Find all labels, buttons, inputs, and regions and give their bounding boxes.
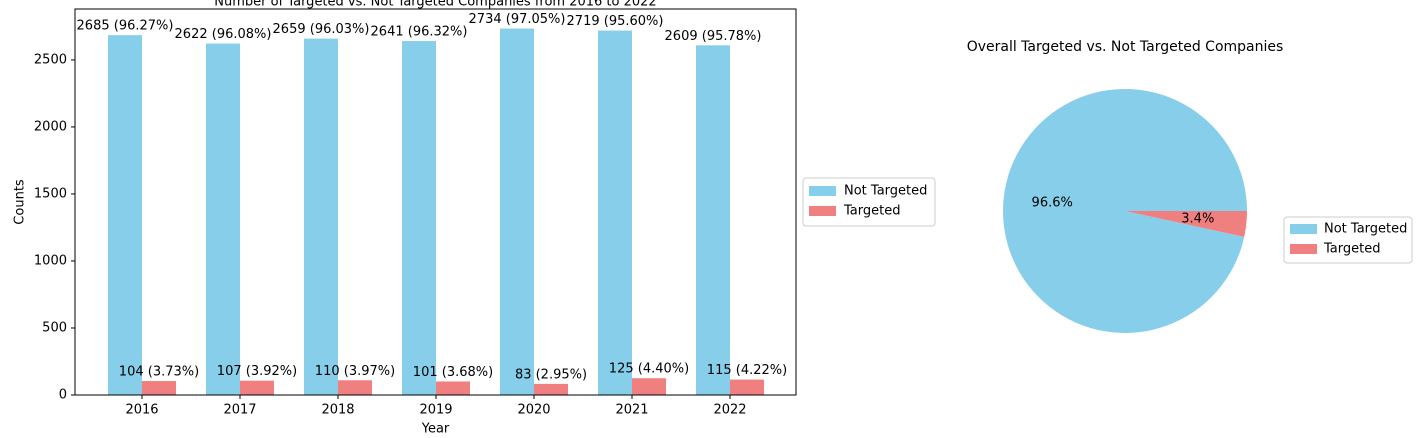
bar [632, 378, 666, 395]
data-label: 104 (3.73%) [119, 365, 199, 380]
axes-frame [74, 8, 797, 396]
slice-label: 3.4% [1181, 211, 1214, 226]
bar [598, 30, 632, 396]
legend-label: Not Targeted [844, 184, 927, 199]
legend-swatch [809, 206, 836, 216]
data-label: 101 (3.68%) [413, 365, 493, 380]
bar [142, 381, 176, 395]
legend-label: Not Targeted [1324, 222, 1407, 237]
x-tick-label: 2016 [125, 403, 158, 418]
data-label: 2719 (95.60%) [567, 14, 664, 29]
bar [500, 28, 534, 396]
legend-swatch [809, 186, 836, 196]
bar [534, 383, 568, 395]
legend-swatch [1290, 244, 1317, 254]
data-label: 107 (3.92%) [217, 364, 297, 379]
bar [240, 380, 274, 395]
x-tick-label: 2021 [615, 403, 648, 418]
y-axis-label: Counts [13, 179, 28, 225]
y-tick-label: 2000 [34, 119, 67, 134]
chart-title: Number of Targeted vs. Not Targeted Comp… [214, 0, 656, 10]
data-label: 2734 (97.05%) [469, 12, 566, 27]
bar [436, 381, 470, 395]
bar [338, 380, 372, 395]
pie-slice [1125, 211, 1247, 237]
bar [304, 38, 338, 395]
x-tick-label: 2018 [321, 403, 354, 418]
data-label: 83 (2.95%) [515, 367, 587, 382]
y-tick-label: 1000 [34, 253, 67, 268]
x-tick-label: 2017 [223, 403, 256, 418]
bar [696, 45, 730, 395]
bar [402, 41, 436, 395]
x-axis-label: Year [421, 422, 450, 437]
data-label: 2641 (96.32%) [371, 25, 468, 40]
data-label: 2622 (96.08%) [175, 27, 272, 42]
legend-label: Targeted [843, 204, 900, 219]
slice-label: 96.6% [1032, 196, 1073, 211]
x-tick-label: 2022 [713, 403, 746, 418]
data-label: 2659 (96.03%) [273, 22, 370, 37]
data-label: 115 (4.22%) [707, 363, 787, 378]
x-tick-label: 2020 [517, 403, 550, 418]
pie-slice [1002, 89, 1247, 334]
legend-label: Targeted [1323, 242, 1380, 257]
y-tick-label: 1500 [34, 186, 67, 201]
data-label: 2609 (95.78%) [665, 29, 762, 44]
x-tick-label: 2019 [419, 403, 452, 418]
chart-title: Overall Targeted vs. Not Targeted Compan… [967, 39, 1284, 55]
bar [108, 35, 142, 396]
data-label: 2685 (96.27%) [77, 19, 174, 34]
bar [206, 43, 240, 396]
y-tick-label: 500 [42, 320, 67, 335]
bar [730, 379, 764, 395]
legend-swatch [1290, 224, 1317, 234]
data-label: 110 (3.97%) [315, 364, 395, 379]
y-tick-label: 2500 [34, 52, 67, 67]
y-tick-label: 0 [59, 388, 67, 403]
data-label: 125 (4.40%) [609, 362, 689, 377]
